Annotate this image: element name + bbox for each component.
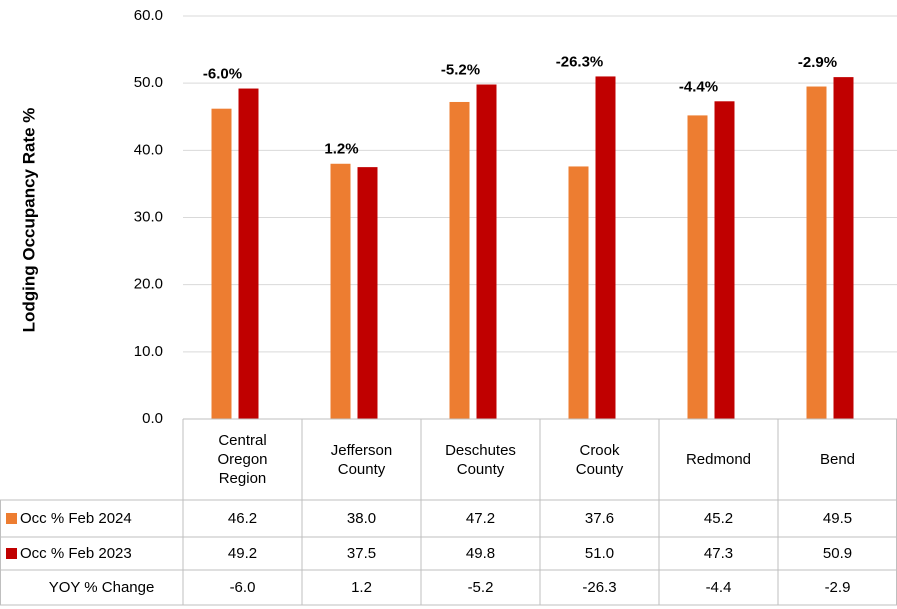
table-cell: 47.3	[659, 537, 778, 570]
table-cell: 45.2	[659, 500, 778, 537]
category-label: Crook County	[540, 419, 659, 500]
table-cell-text: 51.0	[584, 545, 615, 562]
category-label: Central Oregon Region	[183, 419, 302, 500]
legend-entry: Occ % Feb 2023	[0, 537, 183, 570]
bar	[806, 86, 827, 420]
table-cell-text: 38.0	[346, 510, 377, 527]
table-cell-text: 49.8	[465, 545, 496, 562]
legend-entry-text: Occ % Feb 2024	[20, 510, 132, 527]
yoy-annotation: -6.0%	[203, 66, 242, 83]
table-cell: 51.0	[540, 537, 659, 570]
table-cell: 1.2	[302, 570, 421, 605]
category-label-text: Redmond	[685, 451, 752, 468]
table-cell-text: 1.2	[351, 579, 372, 596]
table-cell: -26.3	[540, 570, 659, 605]
y-tick-label: 10.0	[134, 343, 163, 360]
bar	[714, 101, 735, 419]
yoy-annotation: -26.3%	[556, 53, 604, 70]
y-tick-label: 0.0	[142, 410, 163, 427]
table-cell-text: 46.2	[227, 510, 258, 527]
category-label: Deschutes County	[421, 419, 540, 500]
category-label-text: Deschutes County	[445, 441, 516, 478]
legend-swatch	[6, 548, 17, 559]
bar	[238, 88, 259, 419]
table-cell: -2.9	[778, 570, 897, 605]
bar	[357, 167, 378, 419]
table-cell-text: 37.6	[584, 510, 615, 527]
bar	[449, 101, 470, 420]
table-cell: 50.9	[778, 537, 897, 570]
table-cell-text: 47.2	[465, 510, 496, 527]
bar	[476, 84, 497, 419]
category-label-text: Bend	[819, 451, 856, 468]
table-cell-text: -4.4	[705, 579, 732, 596]
table-cell-text: -2.9	[824, 579, 851, 596]
table-cell: 37.5	[302, 537, 421, 570]
table-cell-text: 49.2	[227, 545, 258, 562]
bar	[595, 76, 616, 419]
table-cell: 49.5	[778, 500, 897, 537]
table-cell: 49.2	[183, 537, 302, 570]
row-header-text: YOY % Change	[48, 579, 155, 596]
y-tick-label: 40.0	[134, 141, 163, 158]
table-cell: 38.0	[302, 500, 421, 537]
table-cell: 46.2	[183, 500, 302, 537]
table-cell-text: 49.5	[822, 510, 853, 527]
bar	[568, 166, 589, 419]
category-label: Bend	[778, 419, 897, 500]
bar	[833, 77, 854, 419]
category-label-text: Crook County	[575, 441, 624, 478]
category-label-text: Jefferson County	[330, 441, 393, 478]
y-tick-label: 30.0	[134, 208, 163, 225]
table-cell-text: 47.3	[703, 545, 734, 562]
legend-entry: Occ % Feb 2024	[0, 500, 183, 537]
category-label: Jefferson County	[302, 419, 421, 500]
table-cell: -5.2	[421, 570, 540, 605]
bar	[211, 108, 232, 419]
table-cell-text: 37.5	[346, 545, 377, 562]
legend-entry-text: Occ % Feb 2023	[20, 545, 132, 562]
category-label: Redmond	[659, 419, 778, 500]
legend-swatch	[6, 513, 17, 524]
y-axis-label: Lodging Occupancy Rate %	[19, 108, 38, 333]
yoy-annotation: -5.2%	[441, 61, 480, 78]
table-cell: -6.0	[183, 570, 302, 605]
bar	[330, 163, 351, 419]
bar	[687, 115, 708, 419]
y-tick-label: 60.0	[134, 7, 163, 24]
yoy-annotation: -2.9%	[798, 54, 837, 71]
yoy-annotation: 1.2%	[324, 141, 358, 158]
table-cell-text: -6.0	[229, 579, 256, 596]
y-tick-label: 20.0	[134, 276, 163, 293]
table-cell-text: -26.3	[582, 579, 617, 596]
table-cell: 49.8	[421, 537, 540, 570]
table-cell: 47.2	[421, 500, 540, 537]
table-cell-text: 45.2	[703, 510, 734, 527]
table-cell-text: -5.2	[467, 579, 494, 596]
table-cell-text: 50.9	[822, 545, 853, 562]
y-tick-label: 50.0	[134, 74, 163, 91]
row-header: YOY % Change	[0, 570, 183, 605]
table-cell: 37.6	[540, 500, 659, 537]
category-label-text: Central Oregon Region	[217, 432, 268, 487]
table-cell: -4.4	[659, 570, 778, 605]
yoy-annotation: -4.4%	[679, 78, 718, 95]
